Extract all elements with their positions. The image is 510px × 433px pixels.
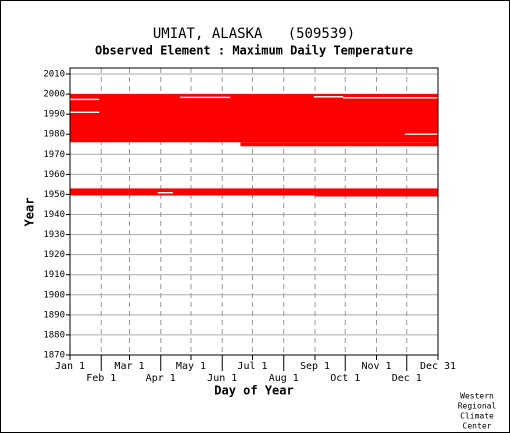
plot-border xyxy=(69,67,439,356)
data-gap xyxy=(404,133,438,135)
y-tick-label: 1920 xyxy=(43,250,65,260)
y-tick-label: 1950 xyxy=(43,190,65,200)
x-tick-label: Jun 1 xyxy=(207,373,237,384)
data-band xyxy=(240,142,438,147)
x-tick-label: Oct 1 xyxy=(330,373,360,384)
y-tick-label: 1910 xyxy=(43,270,65,280)
x-tick-label: May 1 xyxy=(176,361,206,372)
chart-title: UMIAT, ALASKA (509539) xyxy=(153,26,355,42)
data-gap xyxy=(179,96,231,99)
y-tick-label: 1960 xyxy=(43,170,65,180)
footer-line: Center xyxy=(463,422,492,431)
y-tick-label: 2000 xyxy=(43,90,65,100)
data-band xyxy=(70,188,315,196)
data-gap xyxy=(157,192,173,194)
footer-line: Western xyxy=(460,392,494,401)
data-gap xyxy=(70,111,100,113)
y-tick-label: 2010 xyxy=(43,70,65,80)
x-tick-label: Sep 1 xyxy=(300,361,330,372)
data-band xyxy=(70,94,438,143)
x-tick-label: Dec 1 xyxy=(392,373,422,384)
y-tick-label: 1980 xyxy=(43,130,65,140)
data-gap xyxy=(313,96,344,98)
footer-line: Regional xyxy=(458,402,497,411)
x-tick-label: Nov 1 xyxy=(361,361,391,372)
data-gap xyxy=(343,97,438,99)
y-tick-label: 1930 xyxy=(43,230,65,240)
y-tick-label: 1890 xyxy=(43,310,65,320)
data-gap xyxy=(70,98,100,101)
footer-line: Climate xyxy=(460,412,494,421)
y-tick-label: 1940 xyxy=(43,210,65,220)
x-tick-label: Mar 1 xyxy=(114,361,144,372)
data-band xyxy=(314,188,438,197)
y-axis-label: Year xyxy=(23,198,37,227)
x-tick-label: Jan 1 xyxy=(55,361,85,372)
chart-subtitle: Observed Element : Maximum Daily Tempera… xyxy=(95,44,413,58)
x-tick-label: Aug 1 xyxy=(269,373,299,384)
y-tick-label: 1970 xyxy=(43,150,65,160)
x-tick-label: Apr 1 xyxy=(146,373,176,384)
x-tick-label: Feb 1 xyxy=(86,373,116,384)
y-tick-label: 1990 xyxy=(43,110,65,120)
y-tick-label: 1870 xyxy=(43,351,65,361)
x-tick-label: Jul 1 xyxy=(237,361,267,372)
x-tick-label: Dec 31 xyxy=(420,361,456,372)
y-tick-label: 1900 xyxy=(43,290,65,300)
x-axis-label: Day of Year xyxy=(214,384,293,398)
y-tick-label: 1880 xyxy=(43,330,65,340)
